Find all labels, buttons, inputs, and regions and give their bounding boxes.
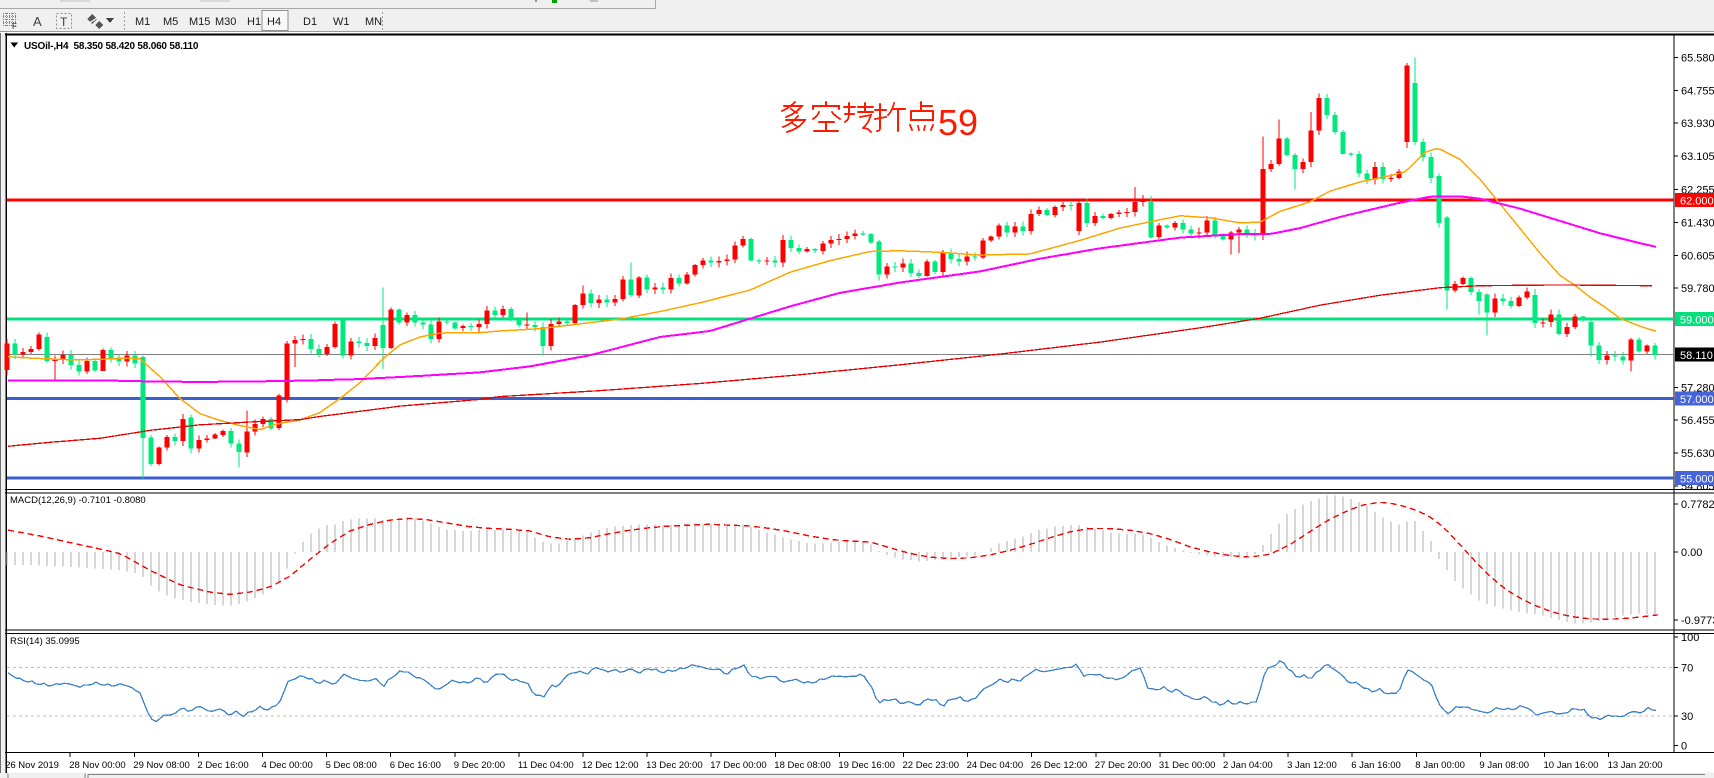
svg-text:3 Jan 12:00: 3 Jan 12:00: [1287, 760, 1337, 771]
svg-text:T: T: [60, 15, 68, 29]
svg-text:M1: M1: [135, 16, 150, 28]
svg-text:4 Dec 00:00: 4 Dec 00:00: [262, 760, 313, 771]
svg-text:H1: H1: [247, 16, 261, 28]
svg-text:MACD(12,26,9) -0.7101 -0.8080: MACD(12,26,9) -0.7101 -0.8080: [10, 495, 146, 506]
svg-text:70: 70: [1681, 662, 1693, 674]
svg-text:8 Jan 00:00: 8 Jan 00:00: [1415, 760, 1465, 771]
svg-text:62.000: 62.000: [1680, 195, 1714, 207]
svg-text:12 Dec 12:00: 12 Dec 12:00: [582, 760, 639, 771]
svg-text:USOil-,H4 58.350 58.420 58.06: USOil-,H4 58.350 58.420 58.060 58.110: [24, 41, 199, 52]
svg-text:W1: W1: [333, 16, 350, 28]
svg-text:61.430: 61.430: [1681, 218, 1714, 230]
svg-text:65.580: 65.580: [1681, 53, 1714, 65]
svg-text:57.280: 57.280: [1681, 382, 1714, 394]
svg-text:64.755: 64.755: [1681, 85, 1714, 97]
svg-text:26 Dec 12:00: 26 Dec 12:00: [1031, 760, 1088, 771]
svg-text:55.000: 55.000: [1680, 474, 1714, 486]
svg-text:31 Dec 00:00: 31 Dec 00:00: [1159, 760, 1216, 771]
svg-text:63.105: 63.105: [1681, 151, 1714, 163]
svg-text:0: 0: [1681, 741, 1687, 753]
svg-text:2 Jan 04:00: 2 Jan 04:00: [1223, 760, 1273, 771]
svg-text:57.000: 57.000: [1680, 394, 1714, 406]
svg-text:26 Nov 2019: 26 Nov 2019: [5, 760, 59, 771]
svg-text:30: 30: [1681, 711, 1693, 723]
svg-text:-0.9773: -0.9773: [1681, 615, 1714, 627]
svg-text:M30: M30: [215, 16, 236, 28]
svg-text:13 Jan 20:00: 13 Jan 20:00: [1608, 760, 1663, 771]
svg-text:A: A: [33, 14, 42, 29]
svg-text:18 Dec 08:00: 18 Dec 08:00: [774, 760, 831, 771]
svg-text:58.110: 58.110: [1680, 350, 1713, 362]
svg-text:63.930: 63.930: [1681, 118, 1714, 130]
svg-text:19 Dec 16:00: 19 Dec 16:00: [838, 760, 895, 771]
svg-text:M15: M15: [189, 16, 210, 28]
svg-text:22 Dec 23:00: 22 Dec 23:00: [903, 760, 960, 771]
svg-text:11 Dec 04:00: 11 Dec 04:00: [518, 760, 574, 771]
svg-text:9 Dec 20:00: 9 Dec 20:00: [454, 760, 505, 771]
svg-text:55.630: 55.630: [1681, 448, 1714, 460]
svg-text:6 Dec 16:00: 6 Dec 16:00: [390, 760, 441, 771]
svg-text:0.7782: 0.7782: [1681, 499, 1714, 511]
svg-text:2 Dec 16:00: 2 Dec 16:00: [197, 760, 248, 771]
svg-text:H4: H4: [267, 16, 281, 28]
svg-text:29 Nov 08:00: 29 Nov 08:00: [133, 760, 190, 771]
svg-text:27 Dec 20:00: 27 Dec 20:00: [1095, 760, 1152, 771]
svg-text:D1: D1: [303, 16, 317, 28]
svg-text:F: F: [12, 22, 17, 31]
svg-text:10 Jan 16:00: 10 Jan 16:00: [1544, 760, 1599, 771]
svg-text:13 Dec 20:00: 13 Dec 20:00: [646, 760, 703, 771]
svg-text:100: 100: [1681, 632, 1699, 644]
svg-text:59.780: 59.780: [1681, 283, 1714, 295]
svg-text:6 Jan 16:00: 6 Jan 16:00: [1351, 760, 1401, 771]
svg-text:MN: MN: [365, 16, 382, 28]
svg-text:5 Dec 08:00: 5 Dec 08:00: [326, 760, 377, 771]
svg-text:59: 59: [938, 102, 978, 143]
svg-text:56.455: 56.455: [1681, 415, 1714, 427]
svg-text:0.00: 0.00: [1681, 547, 1702, 559]
svg-text:59.000: 59.000: [1680, 315, 1714, 327]
svg-text:M5: M5: [163, 16, 178, 28]
svg-text:60.605: 60.605: [1681, 250, 1714, 262]
svg-text:24 Dec 04:00: 24 Dec 04:00: [967, 760, 1024, 771]
svg-text:17 Dec 00:00: 17 Dec 00:00: [710, 760, 767, 771]
svg-text:9 Jan 08:00: 9 Jan 08:00: [1479, 760, 1529, 771]
svg-text:28 Nov 00:00: 28 Nov 00:00: [69, 760, 126, 771]
svg-text:RSI(14) 35.0995: RSI(14) 35.0995: [10, 636, 80, 647]
